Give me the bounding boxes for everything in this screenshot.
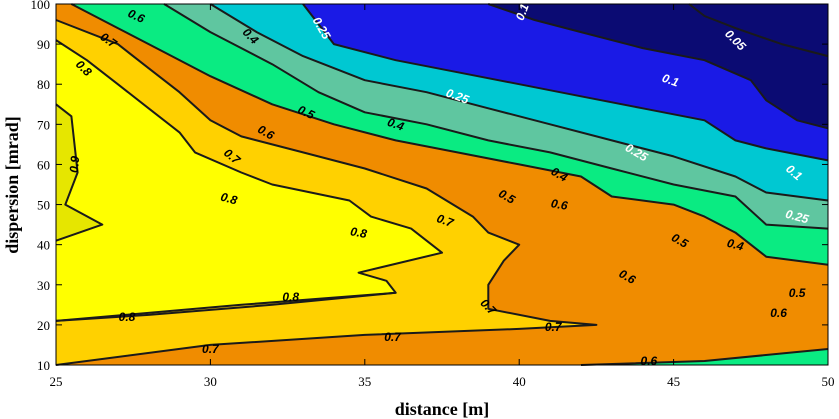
contour-line-0.1 <box>487 3 829 130</box>
contour-label: 0.8 <box>349 224 368 241</box>
y-tick-label: 30 <box>37 278 50 293</box>
x-axis-ticks: 25 30 35 40 45 50 <box>50 4 835 389</box>
x-tick-label: 35 <box>358 374 371 389</box>
y-tick-label: 20 <box>37 318 50 333</box>
band-lt-0.05 <box>689 4 828 57</box>
contour-label: 0.8 <box>219 190 239 208</box>
y-tick-label: 50 <box>37 198 50 213</box>
y-axis-label: dispersion [mrad] <box>2 116 22 254</box>
contour-label: 0.1 <box>660 71 681 90</box>
plot-area: 0.90.80.80.80.80.80.70.70.70.70.70.70.70… <box>55 1 829 368</box>
contour-label: 0.7 <box>384 330 402 344</box>
contour-label: 0.5 <box>296 102 317 122</box>
contour-line-0.8 <box>55 39 443 322</box>
y-axis-ticks: 10 20 30 40 50 60 70 80 90 100 <box>31 0 828 373</box>
contour-label: 0.6 <box>126 6 147 26</box>
contour-label: 0.9 <box>67 155 82 173</box>
x-tick-label: 40 <box>513 374 526 389</box>
band-0.8-0.9 <box>56 4 442 321</box>
x-axis-label: distance [m] <box>395 399 489 419</box>
contour-label: 0.7 <box>435 211 457 230</box>
contour-line-0.5 <box>163 3 829 230</box>
x-tick-label: 50 <box>822 374 835 389</box>
contour-label: 0.5 <box>789 286 806 300</box>
y-tick-label: 10 <box>37 358 50 373</box>
contour-label: 0.4 <box>725 236 745 254</box>
contour-line-0.6 <box>580 348 829 366</box>
contour-label: 0.7 <box>545 320 563 334</box>
contour-label: 0.1 <box>513 1 532 22</box>
contour-line-0.05 <box>688 3 829 58</box>
contour-line-0.9 <box>55 103 104 242</box>
x-tick-label: 25 <box>50 374 63 389</box>
y-tick-label: 60 <box>37 157 50 172</box>
plot-frame <box>55 3 829 366</box>
contour-lines <box>55 3 829 366</box>
contour-label: 0.6 <box>641 354 658 368</box>
contour-label: 0.4 <box>385 115 406 134</box>
contour-fills <box>56 4 829 365</box>
band-0.05-0.1 <box>488 4 828 129</box>
contour-line-0.25 <box>302 3 829 162</box>
y-tick-label: 40 <box>37 238 50 253</box>
contour-label: 0.8 <box>282 290 299 304</box>
contour-line-0.4 <box>209 3 829 202</box>
contour-label: 0.8 <box>119 310 136 324</box>
y-tick-label: 90 <box>37 37 50 52</box>
contour-label: 0.25 <box>784 207 810 227</box>
contour-line-0.6 <box>70 3 829 266</box>
contour-label: 0.6 <box>770 306 787 320</box>
contour-label: 0.7 <box>202 342 220 356</box>
x-tick-label: 45 <box>667 374 680 389</box>
band-0.5-0.6-bottom <box>581 349 828 365</box>
y-tick-label: 100 <box>31 0 51 12</box>
y-tick-label: 70 <box>37 117 50 132</box>
y-tick-label: 80 <box>37 77 50 92</box>
contour-line-0.8 <box>55 291 396 322</box>
contour-label: 0.6 <box>550 196 569 213</box>
contour-line-0.7 <box>55 19 598 366</box>
x-tick-label: 30 <box>204 374 217 389</box>
